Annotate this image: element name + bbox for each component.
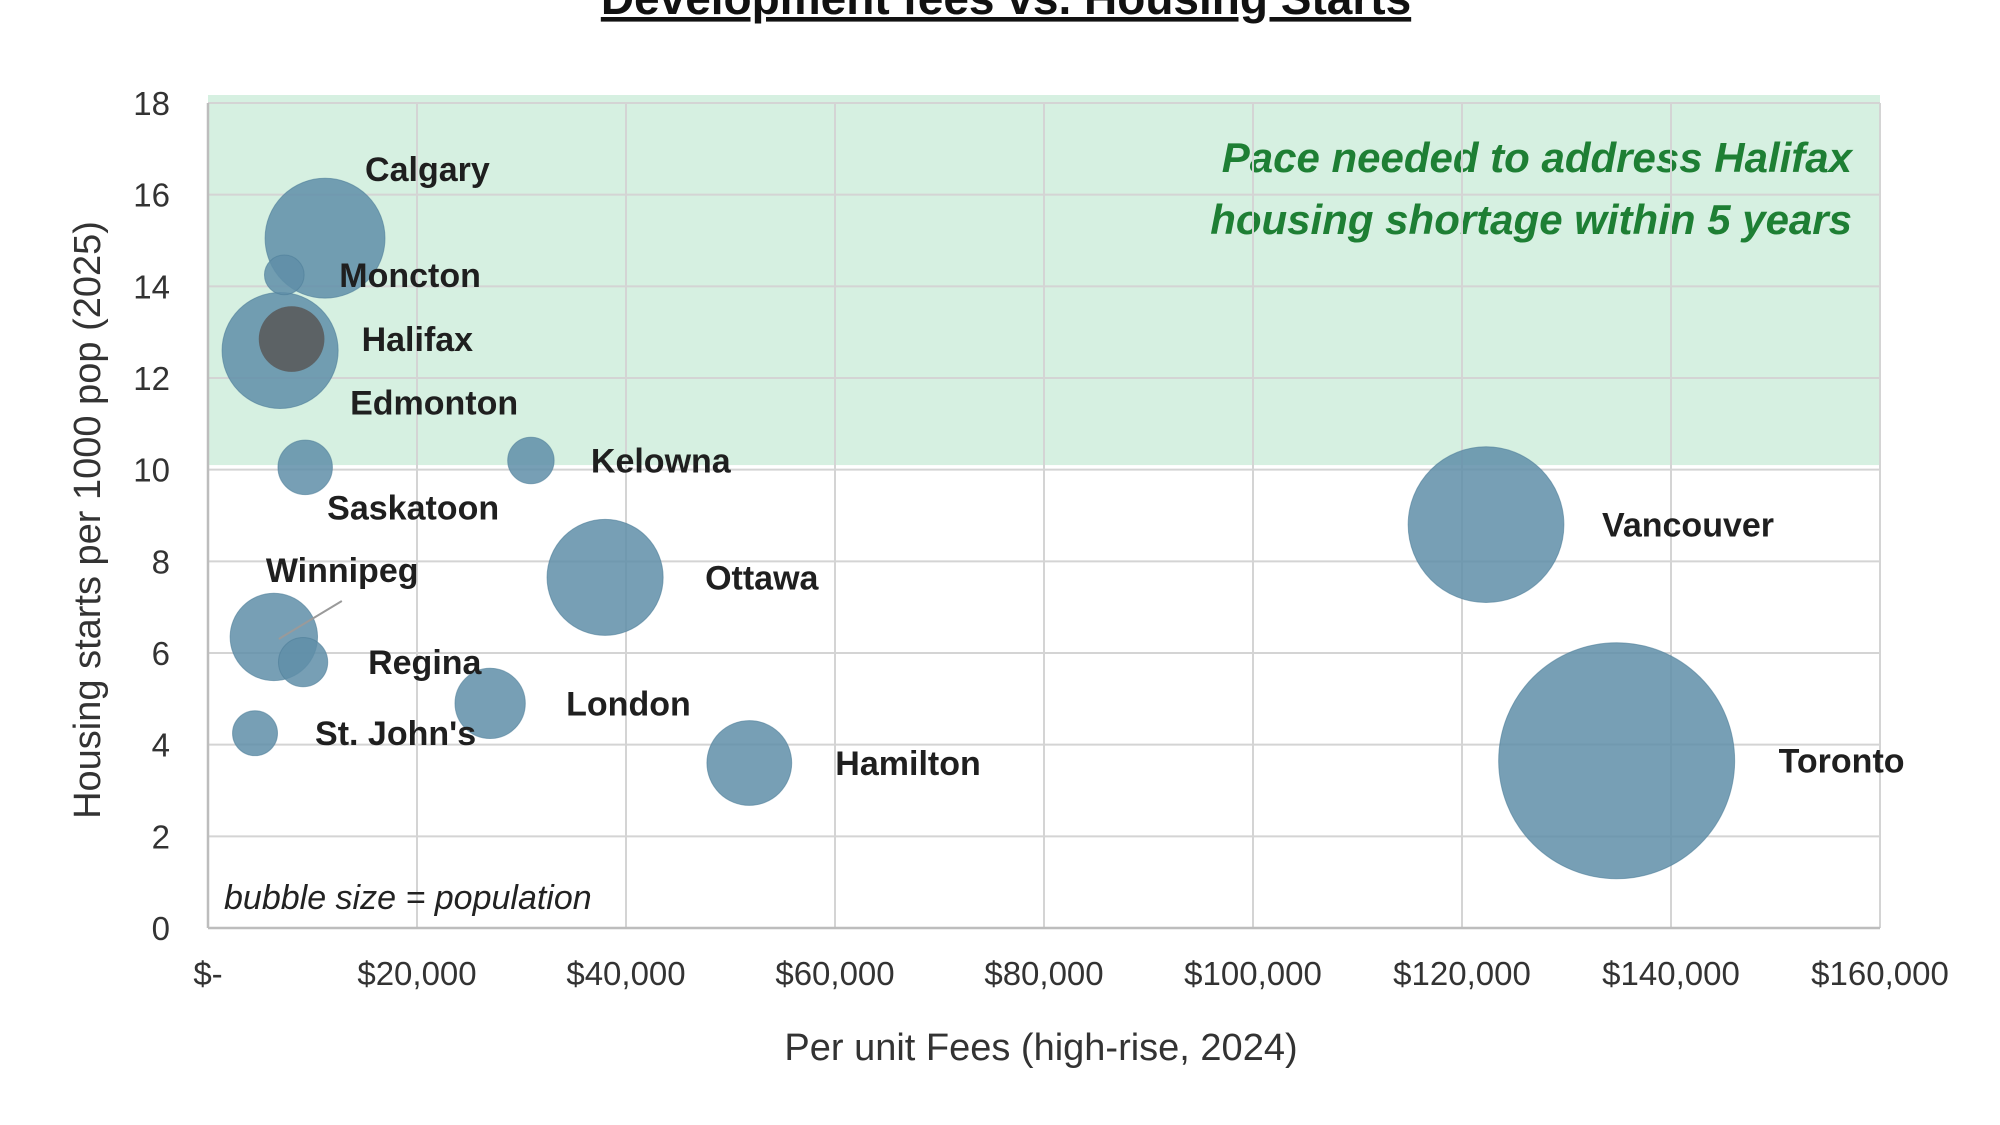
bubble-label: Moncton bbox=[339, 257, 481, 295]
target-band-label-line: housing shortage within 5 years bbox=[1210, 196, 1852, 243]
bubble-label: London bbox=[566, 685, 691, 723]
x-tick-label: $60,000 bbox=[775, 955, 894, 992]
bubble-label: Saskatoon bbox=[327, 489, 499, 527]
y-tick-label: 0 bbox=[152, 910, 170, 947]
axes: 0 2 4 6 8 10 12 14 16 18 $- $20,000 $40,000 $60,000 $8… bbox=[133, 85, 1949, 992]
x-tick-label: $160,000 bbox=[1811, 955, 1949, 992]
bubble-labels: Toronto Vancouver Calgary Edmonton Ottawa Win… bbox=[266, 151, 1905, 783]
bubble-halifax bbox=[258, 306, 325, 372]
x-tick-label: $100,000 bbox=[1184, 955, 1322, 992]
y-tick-label: 10 bbox=[133, 452, 170, 489]
bubble-hamilton bbox=[706, 720, 793, 806]
bubble-label: St. John's bbox=[315, 715, 476, 753]
bubble-st-john-s bbox=[232, 710, 279, 757]
x-tick-label: $80,000 bbox=[984, 955, 1103, 992]
winnipeg-leader-line bbox=[278, 600, 343, 640]
bubble-toronto bbox=[1498, 642, 1736, 880]
bubble-vancouver bbox=[1407, 446, 1565, 604]
target-band-label-line: Pace needed to address Halifax bbox=[1222, 134, 1854, 181]
bubble-label: Hamilton bbox=[835, 745, 980, 783]
chart-title: Development fees vs. Housing Starts bbox=[601, 0, 1411, 24]
y-tick-label: 18 bbox=[133, 85, 170, 122]
bubble-moncton bbox=[263, 254, 305, 296]
bubble-regina bbox=[277, 637, 329, 688]
bubble-saskatoon bbox=[277, 439, 333, 496]
y-tick-label: 14 bbox=[133, 268, 170, 305]
bubble-label: Ottawa bbox=[705, 559, 819, 597]
y-tick-label: 6 bbox=[152, 635, 170, 672]
bubble-label: Toronto bbox=[1779, 743, 1905, 781]
bubble-label: Winnipeg bbox=[266, 552, 419, 590]
bubble-ottawa bbox=[546, 518, 664, 636]
x-tick-label: $140,000 bbox=[1602, 955, 1740, 992]
x-axis-title: Per unit Fees (high-rise, 2024) bbox=[784, 1027, 1297, 1069]
x-tick-label: $- bbox=[193, 955, 222, 992]
bubble-label: Kelowna bbox=[591, 443, 732, 481]
bubbles bbox=[221, 177, 1736, 880]
y-tick-label: 12 bbox=[133, 360, 170, 397]
y-axis-title: Housing starts per 1000 pop (2025) bbox=[67, 221, 109, 819]
x-tick-label: $40,000 bbox=[566, 955, 685, 992]
y-tick-label: 16 bbox=[133, 177, 170, 214]
y-tick-label: 4 bbox=[152, 727, 170, 764]
bubble-london bbox=[454, 667, 526, 740]
bubble-label: Regina bbox=[368, 644, 482, 682]
bubble-label: Calgary bbox=[365, 151, 490, 189]
bubble-label: Halifax bbox=[362, 321, 474, 359]
x-tick-label: $20,000 bbox=[357, 955, 476, 992]
bubble-kelowna bbox=[507, 436, 555, 485]
bubble-size-note: bubble size = population bbox=[224, 879, 592, 917]
bubble-label: Edmonton bbox=[350, 385, 518, 423]
y-tick-label: 8 bbox=[152, 543, 170, 580]
bubble-label: Vancouver bbox=[1602, 507, 1774, 545]
y-tick-label: 2 bbox=[152, 818, 170, 855]
x-tick-label: $120,000 bbox=[1393, 955, 1531, 992]
